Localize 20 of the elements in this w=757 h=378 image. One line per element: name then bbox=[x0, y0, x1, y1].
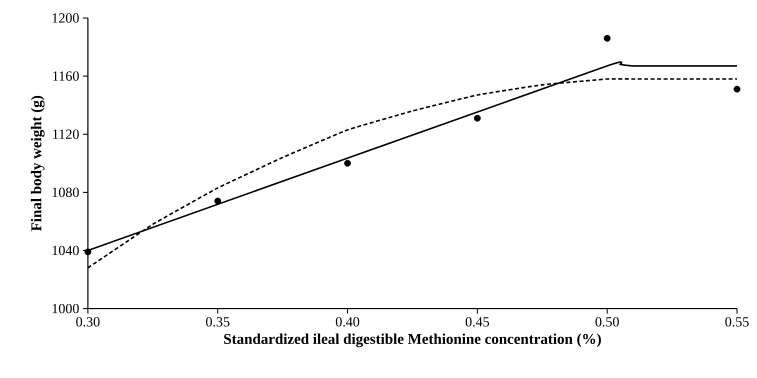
point bbox=[344, 160, 351, 166]
x-tick-label: 0.55 bbox=[725, 316, 749, 326]
x-axis-title: Standardized ileal digestible Methionine concentration (%) bbox=[224, 333, 601, 347]
x-tick-label: 0.30 bbox=[76, 316, 100, 326]
point bbox=[604, 34, 611, 42]
point bbox=[84, 248, 92, 256]
x-tick-label: 0.50 bbox=[595, 316, 619, 326]
y-tick-label: 1120 bbox=[53, 129, 79, 139]
y-tick-label: 1080 bbox=[52, 187, 79, 197]
x-tick-label: 0.35 bbox=[206, 316, 230, 326]
y-tick-label: 1000 bbox=[52, 304, 79, 314]
point bbox=[474, 114, 481, 122]
y-axis-title: Final body weight (g) bbox=[30, 96, 45, 231]
y-tick-label: 1160 bbox=[53, 71, 79, 81]
x-tick-label: 0.45 bbox=[466, 316, 490, 326]
y-tick-label: 1040 bbox=[52, 246, 79, 255]
x-tick-label: 0.40 bbox=[336, 316, 360, 326]
point bbox=[734, 86, 740, 92]
y-tick-label: 1200 bbox=[52, 13, 79, 22]
point bbox=[214, 197, 222, 204]
